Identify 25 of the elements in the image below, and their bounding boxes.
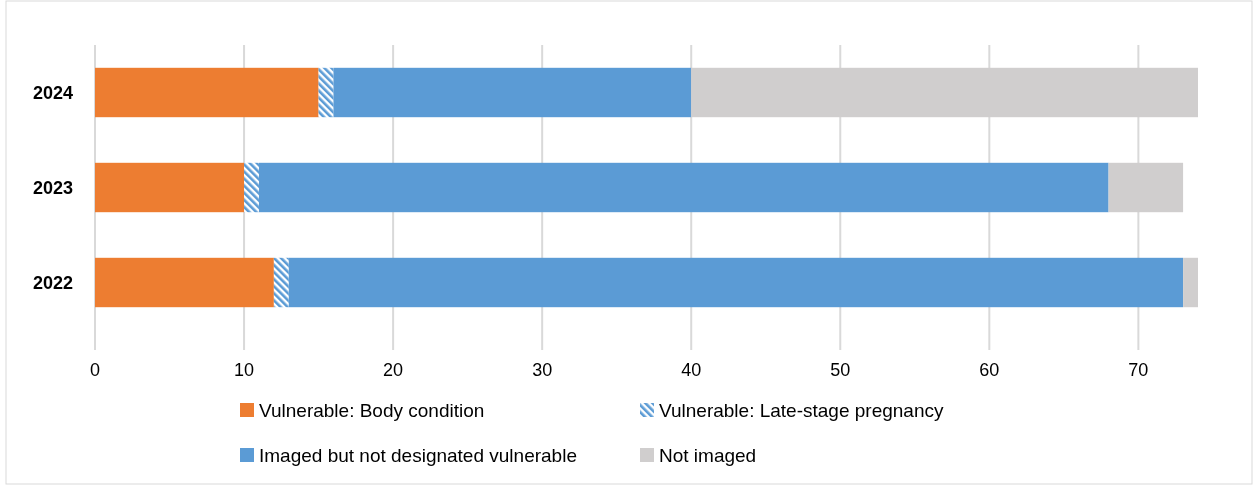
bar: [95, 257, 274, 308]
bar: [333, 67, 692, 118]
bar: [288, 257, 1184, 308]
y-tick-label: 2023: [32, 177, 73, 198]
bar: [318, 67, 334, 118]
bar: [258, 162, 1109, 213]
legend-label: Imaged but not designated vulnerable: [259, 444, 577, 466]
x-tick-label: 30: [532, 360, 553, 380]
bar: [95, 67, 319, 118]
x-tick-label: 40: [681, 360, 702, 380]
legend-label: Not imaged: [659, 444, 757, 466]
x-tick-label: 70: [1128, 360, 1149, 380]
legend-label: Vulnerable: Late-stage pregnancy: [659, 399, 944, 421]
legend-label: Vulnerable: Body condition: [259, 399, 485, 421]
x-tick-label: 50: [830, 360, 851, 380]
bar: [244, 162, 259, 213]
y-tick-label: 2022: [32, 272, 73, 293]
x-tick-label: 20: [383, 360, 404, 380]
bar: [273, 257, 289, 308]
x-tick-label: 10: [234, 360, 255, 380]
y-tick-label: 2024: [32, 82, 73, 103]
bar: [95, 162, 245, 213]
x-tick-label: 60: [979, 360, 1000, 380]
bar: [1183, 257, 1198, 308]
x-tick-label: 0: [89, 360, 101, 380]
